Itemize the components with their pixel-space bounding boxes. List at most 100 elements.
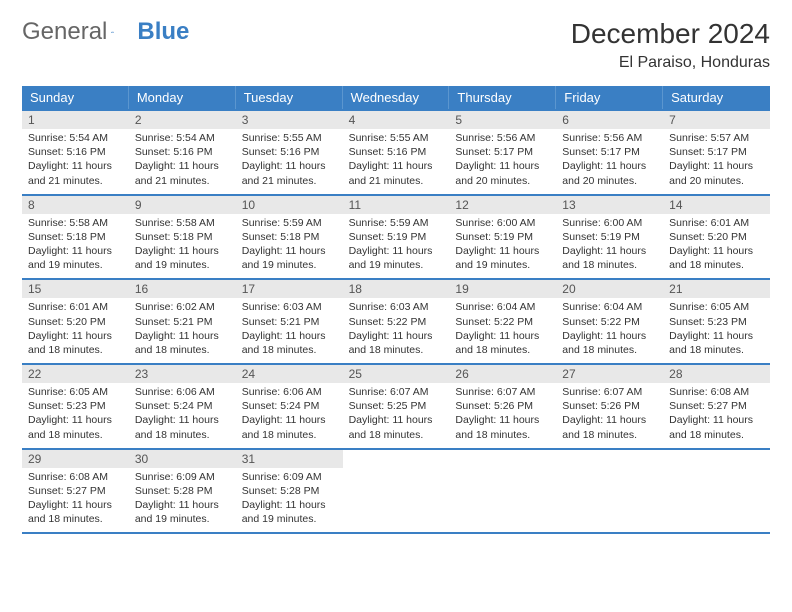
sunrise-line: Sunrise: 5:59 AM	[349, 216, 444, 230]
daylight-line: Daylight: 11 hours and 20 minutes.	[562, 159, 657, 187]
day-number: 1	[22, 111, 129, 129]
sunrise-line: Sunrise: 6:05 AM	[669, 300, 764, 314]
day-body: Sunrise: 6:05 AMSunset: 5:23 PMDaylight:…	[22, 383, 129, 448]
day-cell: 29Sunrise: 6:08 AMSunset: 5:27 PMDayligh…	[22, 450, 129, 533]
day-body: Sunrise: 5:54 AMSunset: 5:16 PMDaylight:…	[22, 129, 129, 194]
day-cell: 13Sunrise: 6:00 AMSunset: 5:19 PMDayligh…	[556, 196, 663, 279]
day-number: 14	[663, 196, 770, 214]
day-body: Sunrise: 5:59 AMSunset: 5:18 PMDaylight:…	[236, 214, 343, 279]
day-body: Sunrise: 5:54 AMSunset: 5:16 PMDaylight:…	[129, 129, 236, 194]
sunset-line: Sunset: 5:24 PM	[135, 399, 230, 413]
day-cell: 6Sunrise: 5:56 AMSunset: 5:17 PMDaylight…	[556, 111, 663, 194]
day-cell: 15Sunrise: 6:01 AMSunset: 5:20 PMDayligh…	[22, 280, 129, 363]
sunset-line: Sunset: 5:27 PM	[669, 399, 764, 413]
day-number	[343, 450, 450, 454]
sunrise-line: Sunrise: 6:04 AM	[562, 300, 657, 314]
day-number: 29	[22, 450, 129, 468]
day-cell: 18Sunrise: 6:03 AMSunset: 5:22 PMDayligh…	[343, 280, 450, 363]
day-number: 15	[22, 280, 129, 298]
logo-text-general: General	[22, 18, 107, 46]
sunset-line: Sunset: 5:24 PM	[242, 399, 337, 413]
day-header: Tuesday	[236, 86, 343, 109]
day-number: 23	[129, 365, 236, 383]
daylight-line: Daylight: 11 hours and 18 minutes.	[135, 413, 230, 441]
daylight-line: Daylight: 11 hours and 20 minutes.	[455, 159, 550, 187]
day-header: Thursday	[449, 86, 556, 109]
day-cell: 2Sunrise: 5:54 AMSunset: 5:16 PMDaylight…	[129, 111, 236, 194]
day-number: 3	[236, 111, 343, 129]
day-cell: 30Sunrise: 6:09 AMSunset: 5:28 PMDayligh…	[129, 450, 236, 533]
day-cell	[663, 450, 770, 533]
day-cell	[556, 450, 663, 533]
week-row: 1Sunrise: 5:54 AMSunset: 5:16 PMDaylight…	[22, 109, 770, 194]
sunset-line: Sunset: 5:19 PM	[455, 230, 550, 244]
sunrise-line: Sunrise: 5:55 AM	[242, 131, 337, 145]
sunset-line: Sunset: 5:20 PM	[28, 315, 123, 329]
day-number: 2	[129, 111, 236, 129]
day-cell	[343, 450, 450, 533]
day-body: Sunrise: 6:07 AMSunset: 5:26 PMDaylight:…	[449, 383, 556, 448]
day-body: Sunrise: 6:04 AMSunset: 5:22 PMDaylight:…	[556, 298, 663, 363]
day-number: 8	[22, 196, 129, 214]
daylight-line: Daylight: 11 hours and 18 minutes.	[669, 329, 764, 357]
daylight-line: Daylight: 11 hours and 18 minutes.	[242, 329, 337, 357]
day-number	[556, 450, 663, 454]
sunset-line: Sunset: 5:17 PM	[669, 145, 764, 159]
day-cell: 7Sunrise: 5:57 AMSunset: 5:17 PMDaylight…	[663, 111, 770, 194]
day-body: Sunrise: 6:00 AMSunset: 5:19 PMDaylight:…	[556, 214, 663, 279]
day-number: 9	[129, 196, 236, 214]
day-cell: 22Sunrise: 6:05 AMSunset: 5:23 PMDayligh…	[22, 365, 129, 448]
sunrise-line: Sunrise: 5:59 AM	[242, 216, 337, 230]
day-number: 28	[663, 365, 770, 383]
day-cell: 26Sunrise: 6:07 AMSunset: 5:26 PMDayligh…	[449, 365, 556, 448]
day-body: Sunrise: 5:58 AMSunset: 5:18 PMDaylight:…	[129, 214, 236, 279]
day-body: Sunrise: 6:08 AMSunset: 5:27 PMDaylight:…	[22, 468, 129, 533]
daylight-line: Daylight: 11 hours and 18 minutes.	[669, 244, 764, 272]
day-number: 20	[556, 280, 663, 298]
daylight-line: Daylight: 11 hours and 18 minutes.	[28, 329, 123, 357]
day-cell: 1Sunrise: 5:54 AMSunset: 5:16 PMDaylight…	[22, 111, 129, 194]
sunset-line: Sunset: 5:22 PM	[349, 315, 444, 329]
day-number: 26	[449, 365, 556, 383]
daylight-line: Daylight: 11 hours and 18 minutes.	[562, 244, 657, 272]
sunrise-line: Sunrise: 6:09 AM	[135, 470, 230, 484]
daylight-line: Daylight: 11 hours and 21 minutes.	[28, 159, 123, 187]
header: General Blue December 2024 El Paraiso, H…	[22, 18, 770, 72]
daylight-line: Daylight: 11 hours and 18 minutes.	[349, 413, 444, 441]
sunrise-line: Sunrise: 5:58 AM	[28, 216, 123, 230]
day-body: Sunrise: 6:07 AMSunset: 5:25 PMDaylight:…	[343, 383, 450, 448]
day-cell: 11Sunrise: 5:59 AMSunset: 5:19 PMDayligh…	[343, 196, 450, 279]
day-body: Sunrise: 5:59 AMSunset: 5:19 PMDaylight:…	[343, 214, 450, 279]
sunrise-line: Sunrise: 6:04 AM	[455, 300, 550, 314]
day-cell: 20Sunrise: 6:04 AMSunset: 5:22 PMDayligh…	[556, 280, 663, 363]
sunset-line: Sunset: 5:26 PM	[562, 399, 657, 413]
day-body: Sunrise: 6:01 AMSunset: 5:20 PMDaylight:…	[22, 298, 129, 363]
day-cell: 14Sunrise: 6:01 AMSunset: 5:20 PMDayligh…	[663, 196, 770, 279]
week-row: 8Sunrise: 5:58 AMSunset: 5:18 PMDaylight…	[22, 194, 770, 279]
location: El Paraiso, Honduras	[571, 54, 770, 72]
day-body: Sunrise: 6:08 AMSunset: 5:27 PMDaylight:…	[663, 383, 770, 448]
sunset-line: Sunset: 5:16 PM	[242, 145, 337, 159]
sunset-line: Sunset: 5:17 PM	[455, 145, 550, 159]
daylight-line: Daylight: 11 hours and 18 minutes.	[455, 413, 550, 441]
daylight-line: Daylight: 11 hours and 19 minutes.	[242, 498, 337, 526]
daylight-line: Daylight: 11 hours and 18 minutes.	[242, 413, 337, 441]
day-number	[449, 450, 556, 454]
sunrise-line: Sunrise: 6:00 AM	[455, 216, 550, 230]
daylight-line: Daylight: 11 hours and 18 minutes.	[28, 498, 123, 526]
sunrise-line: Sunrise: 6:02 AM	[135, 300, 230, 314]
day-number: 17	[236, 280, 343, 298]
day-body: Sunrise: 6:03 AMSunset: 5:22 PMDaylight:…	[343, 298, 450, 363]
sunset-line: Sunset: 5:19 PM	[562, 230, 657, 244]
day-number: 5	[449, 111, 556, 129]
sunset-line: Sunset: 5:21 PM	[242, 315, 337, 329]
day-number: 11	[343, 196, 450, 214]
sunset-line: Sunset: 5:16 PM	[28, 145, 123, 159]
day-cell: 19Sunrise: 6:04 AMSunset: 5:22 PMDayligh…	[449, 280, 556, 363]
day-body: Sunrise: 6:06 AMSunset: 5:24 PMDaylight:…	[236, 383, 343, 448]
day-cell: 4Sunrise: 5:55 AMSunset: 5:16 PMDaylight…	[343, 111, 450, 194]
day-body: Sunrise: 5:58 AMSunset: 5:18 PMDaylight:…	[22, 214, 129, 279]
sunrise-line: Sunrise: 6:08 AM	[28, 470, 123, 484]
sunset-line: Sunset: 5:23 PM	[669, 315, 764, 329]
day-number: 19	[449, 280, 556, 298]
